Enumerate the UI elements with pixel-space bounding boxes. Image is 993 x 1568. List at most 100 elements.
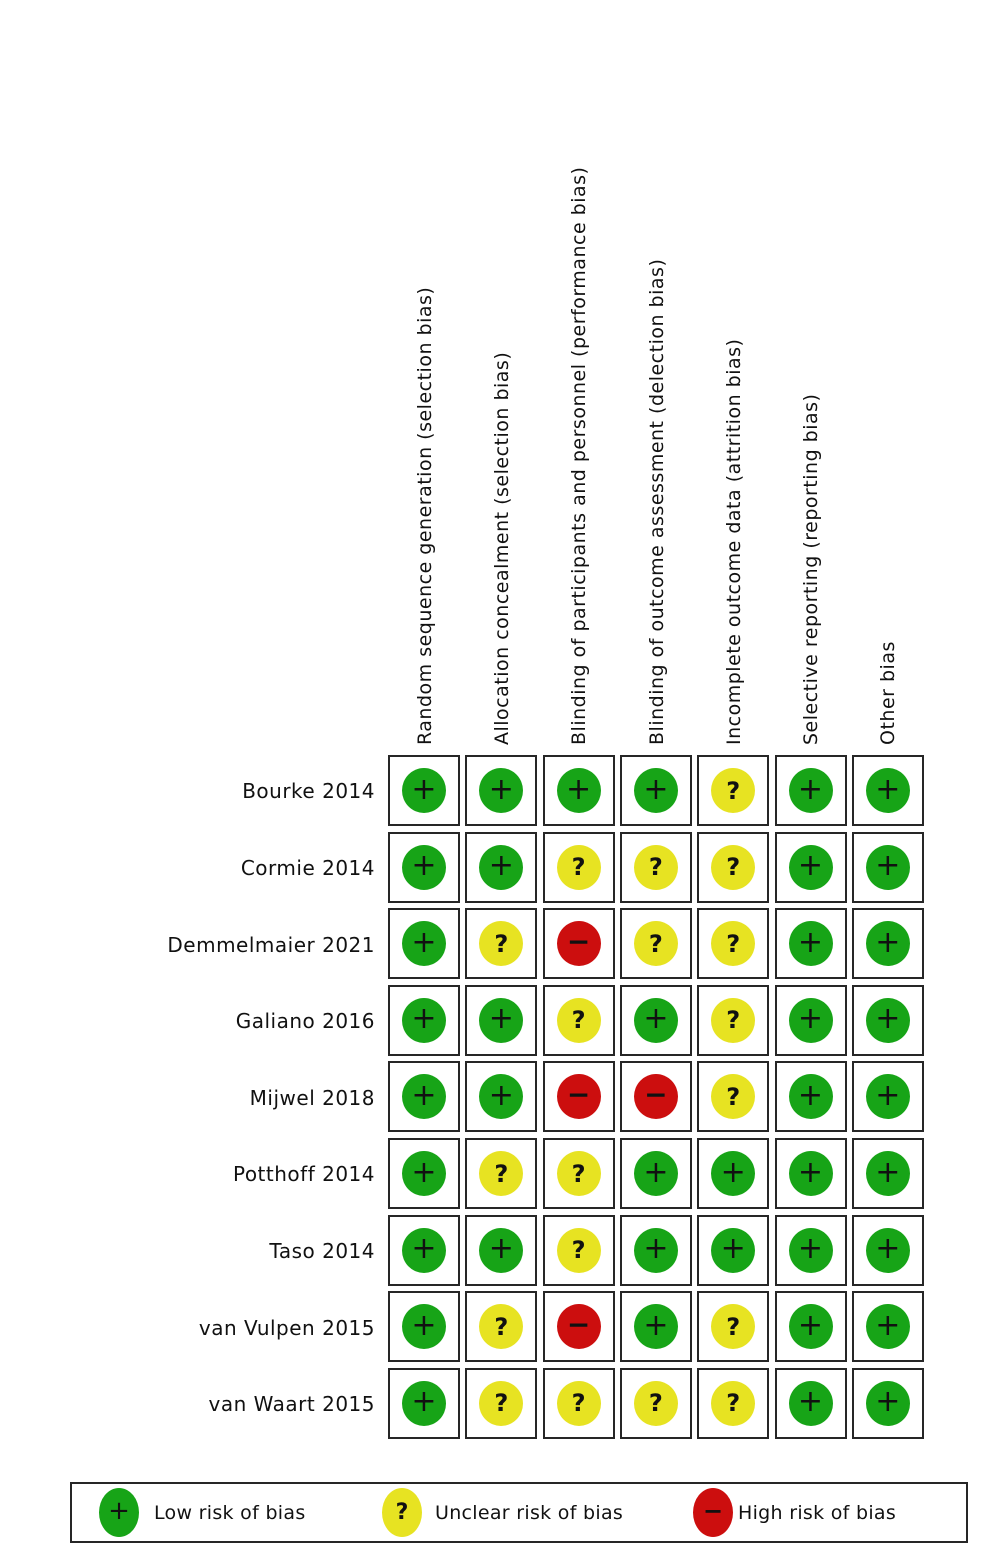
- low-risk-icon: +: [633, 997, 678, 1043]
- risk-cell-demmelmaier-2021-col3: −: [542, 908, 615, 980]
- risk-symbol: +: [488, 771, 514, 807]
- unclear-risk-icon: ?: [711, 768, 756, 813]
- risk-cell-demmelmaier-2021-col4: ?: [619, 908, 692, 980]
- risk-symbol: +: [875, 1231, 901, 1267]
- low-risk-icon: +: [402, 1304, 446, 1350]
- risk-cell-bourke-2014-col1: +: [388, 755, 460, 826]
- risk-cell-demmelmaier-2021-col7: +: [851, 908, 924, 980]
- low-risk-icon: +: [479, 1074, 524, 1120]
- column-header-random-sequence-generation-selection-bias: Random sequence generation (selection bi…: [413, 286, 436, 745]
- row-label-van-waart-2015: van Waart 2015: [208, 1392, 375, 1417]
- low-risk-icon: +: [633, 768, 678, 813]
- risk-cell-mijwel-2018-col7: +: [851, 1061, 924, 1133]
- risk-symbol: +: [875, 1154, 901, 1190]
- risk-symbol: +: [643, 1154, 669, 1190]
- risk-cell-cormie-2014-col7: +: [851, 831, 924, 903]
- risk-symbol: +: [875, 1384, 901, 1420]
- risk-symbol: −: [566, 925, 591, 959]
- risk-symbol: +: [720, 1231, 746, 1267]
- risk-cell-potthoff-2014-col4: +: [619, 1138, 692, 1209]
- unclear-risk-icon: ?: [479, 1380, 524, 1426]
- risk-symbol: ?: [726, 929, 741, 958]
- legend-unclear-risk-icon: ?: [382, 1488, 422, 1537]
- legend-label-unclear-risk: Unclear risk of bias: [435, 1501, 624, 1524]
- risk-cell-mijwel-2018-col6: +: [774, 1061, 847, 1133]
- risk-symbol: ?: [494, 1159, 509, 1188]
- column-header-allocation-concealment-selection-bias: Allocation concealment (selection bias): [490, 351, 513, 745]
- risk-symbol: ?: [726, 1389, 741, 1418]
- low-risk-icon: +: [633, 1304, 678, 1350]
- column-header-selective-reporting-reporting-bias: Selective reporting (reporting bias): [800, 393, 823, 745]
- column-header-other-bias: Other bias: [877, 641, 900, 745]
- row-label-taso-2014: Taso 2014: [269, 1238, 375, 1263]
- risk-cell-van-waart-2015-col7: +: [851, 1367, 924, 1439]
- unclear-risk-icon: ?: [556, 997, 601, 1043]
- risk-symbol: +: [797, 1307, 824, 1343]
- row-label-bourke-2014: Bourke 2014: [242, 779, 375, 804]
- risk-cell-bourke-2014-col6: +: [774, 755, 847, 826]
- risk-symbol: +: [411, 848, 437, 884]
- low-risk-icon: +: [479, 1227, 524, 1273]
- low-risk-icon: +: [788, 1074, 833, 1120]
- risk-symbol: +: [566, 771, 592, 807]
- unclear-risk-icon: ?: [556, 1380, 601, 1426]
- risk-cell-demmelmaier-2021-col2: ?: [465, 908, 538, 980]
- risk-cell-van-waart-2015-col5: ?: [697, 1367, 770, 1439]
- low-risk-icon: +: [402, 921, 446, 967]
- column-header-incomplete-outcome-data-attrition-bias: Incomplete outcome data (attrition bias): [722, 338, 745, 745]
- risk-symbol: +: [411, 1001, 437, 1037]
- risk-symbol: +: [797, 924, 824, 960]
- low-risk-icon: +: [633, 1227, 678, 1273]
- row-label-galiano-2016: Galiano 2016: [235, 1009, 375, 1034]
- risk-cell-taso-2014-col1: +: [388, 1214, 460, 1286]
- risk-cell-galiano-2016-col7: +: [851, 984, 924, 1056]
- risk-cell-potthoff-2014-col6: +: [774, 1138, 847, 1209]
- risk-cell-van-waart-2015-col3: ?: [542, 1367, 615, 1439]
- low-risk-icon: +: [711, 1227, 756, 1273]
- legend-low-risk-icon: +: [99, 1488, 139, 1537]
- high-risk-icon: −: [556, 1304, 601, 1350]
- risk-symbol: +: [488, 1001, 514, 1037]
- risk-symbol: −: [566, 1308, 591, 1342]
- risk-cell-taso-2014-col7: +: [851, 1214, 924, 1286]
- low-risk-icon: +: [479, 844, 524, 890]
- column-header-blinding-of-outcome-assessment-delection-bias: Blinding of outcome assessment (delectio…: [645, 258, 668, 745]
- risk-symbol: ?: [648, 1389, 663, 1418]
- risk-cell-galiano-2016-col3: ?: [542, 984, 615, 1056]
- risk-cell-van-vulpen-2015-col5: ?: [697, 1291, 770, 1363]
- risk-symbol: ?: [571, 853, 586, 882]
- risk-symbol: ?: [726, 853, 741, 882]
- low-risk-icon: +: [402, 768, 446, 813]
- low-risk-icon: +: [788, 1151, 833, 1196]
- risk-cell-galiano-2016-col1: +: [388, 984, 460, 1056]
- low-risk-icon: +: [865, 997, 910, 1043]
- unclear-risk-icon: ?: [711, 1074, 756, 1120]
- risk-symbol: ?: [494, 1389, 509, 1418]
- low-risk-icon: +: [788, 1227, 833, 1273]
- unclear-risk-icon: ?: [633, 921, 678, 967]
- risk-cell-van-vulpen-2015-col4: +: [619, 1291, 692, 1363]
- risk-cell-cormie-2014-col3: ?: [542, 831, 615, 903]
- risk-cell-galiano-2016-col6: +: [774, 984, 847, 1056]
- low-risk-icon: +: [402, 997, 446, 1043]
- low-risk-icon: +: [865, 921, 910, 967]
- risk-symbol: ?: [571, 1159, 586, 1188]
- risk-cell-bourke-2014-col5: ?: [697, 755, 770, 826]
- low-risk-icon: +: [402, 1380, 446, 1426]
- risk-symbol: +: [797, 1154, 824, 1190]
- risk-cell-mijwel-2018-col3: −: [542, 1061, 615, 1133]
- risk-symbol: ?: [726, 1312, 741, 1341]
- low-risk-icon: +: [402, 1151, 446, 1196]
- risk-cell-taso-2014-col5: +: [697, 1214, 770, 1286]
- risk-cell-van-vulpen-2015-col6: +: [774, 1291, 847, 1363]
- risk-cell-van-vulpen-2015-col3: −: [542, 1291, 615, 1363]
- low-risk-icon: +: [865, 1380, 910, 1426]
- risk-cell-mijwel-2018-col5: ?: [697, 1061, 770, 1133]
- risk-symbol: ?: [571, 1236, 586, 1265]
- risk-symbol: +: [875, 924, 901, 960]
- low-risk-icon: +: [865, 1227, 910, 1273]
- risk-symbol: +: [797, 1001, 824, 1037]
- low-risk-icon: +: [402, 1074, 446, 1120]
- risk-symbol: ?: [726, 1006, 741, 1035]
- risk-symbol: +: [797, 1077, 824, 1113]
